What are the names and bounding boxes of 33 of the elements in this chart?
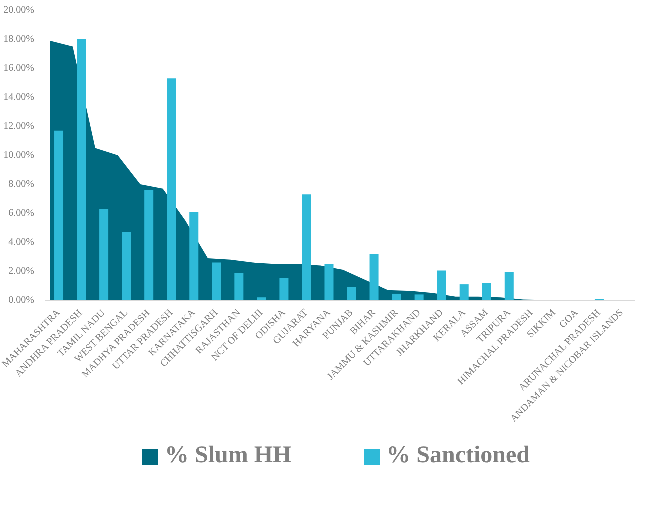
bar	[144, 190, 154, 300]
y-tick-label: 14.00%	[4, 92, 35, 103]
legend-label: % Sanctioned	[386, 442, 530, 470]
legend-label: % Slum HH	[164, 442, 292, 470]
bar	[437, 270, 446, 300]
bar	[482, 283, 492, 300]
y-tick-label: 6.00%	[8, 208, 35, 219]
y-tick-label: 18.00%	[4, 34, 35, 45]
bar	[370, 254, 379, 300]
bar	[100, 209, 109, 300]
bar	[280, 278, 289, 300]
bar	[234, 272, 244, 300]
y-tick-label: 10.00%	[4, 150, 35, 161]
bar	[302, 194, 312, 300]
bar	[347, 287, 356, 300]
y-tick-label: 0.00%	[8, 295, 35, 306]
y-tick-label: 12.00%	[4, 121, 35, 132]
y-tick-label: 20.00%	[4, 5, 35, 16]
bar	[324, 264, 334, 300]
bar	[122, 232, 132, 300]
bar	[504, 272, 514, 300]
bar	[212, 262, 222, 300]
y-tick-label: 16.00%	[4, 63, 35, 74]
bar	[414, 294, 424, 300]
bar	[392, 294, 402, 300]
bar	[77, 40, 86, 300]
bar	[54, 130, 64, 300]
y-tick-label: 4.00%	[8, 237, 35, 248]
y-tick-label: 2.00%	[8, 266, 35, 277]
bar	[190, 212, 199, 300]
bar	[460, 284, 469, 300]
y-tick-label: 8.00%	[8, 179, 35, 190]
bar	[167, 78, 176, 300]
